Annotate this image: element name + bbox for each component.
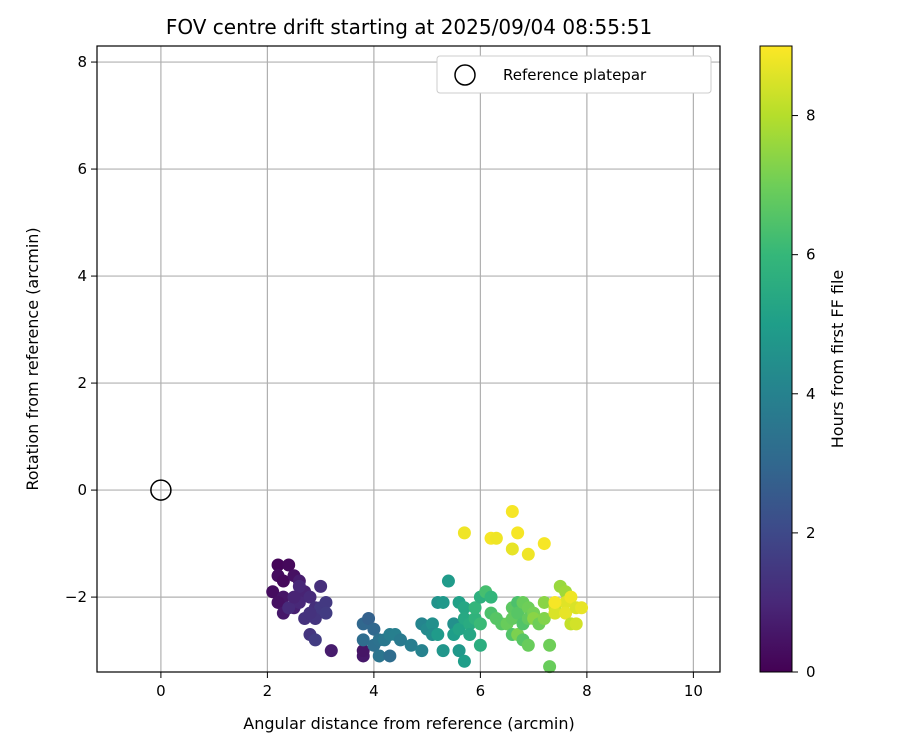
data-point (308, 633, 322, 647)
data-point (276, 574, 290, 588)
scatter-points (266, 504, 589, 674)
legend-entry-reference-platepar: Reference platepar (503, 66, 647, 84)
y-tick-label: 2 (77, 374, 87, 392)
data-point (436, 644, 450, 658)
x-tick-label: 10 (684, 682, 703, 700)
reference-platepar-marker (150, 479, 172, 501)
data-point (271, 595, 285, 609)
data-point (537, 595, 551, 609)
data-point (356, 644, 370, 658)
colorbar-ticks: 0 2 4 6 8 (792, 107, 816, 681)
y-tick-label: 6 (77, 160, 87, 178)
data-point (436, 595, 450, 609)
data-point (463, 628, 477, 642)
data-point (282, 601, 296, 615)
legend-box (436, 55, 712, 94)
data-point (303, 590, 317, 604)
data-point (441, 574, 455, 588)
data-point (537, 611, 551, 625)
colorbar-tick-label: 8 (806, 107, 816, 125)
colorbar-label: Hours from first FF file (828, 270, 847, 449)
data-point (303, 606, 317, 620)
data-point (271, 558, 285, 572)
data-point (484, 590, 498, 604)
data-point (415, 644, 429, 658)
legend: Reference platepar (436, 55, 712, 94)
data-point (319, 606, 333, 620)
data-point (356, 633, 370, 647)
x-axis-label: Angular distance from reference (arcmin) (243, 714, 574, 733)
data-point (324, 644, 338, 658)
y-axis-label: Rotation from reference (arcmin) (23, 227, 42, 490)
grid-lines (97, 46, 720, 672)
x-tick-label: 6 (476, 682, 486, 700)
data-point (457, 526, 471, 540)
data-point (468, 601, 482, 615)
data-point (559, 606, 573, 620)
plot-area: 0 2 4 6 8 10 −2 0 2 4 6 8 (65, 45, 721, 700)
chart-title: FOV centre drift starting at 2025/09/04 … (166, 15, 652, 39)
data-point (511, 526, 525, 540)
data-point (521, 638, 535, 652)
y-tick-label: 0 (77, 481, 87, 499)
data-point (362, 611, 376, 625)
x-tick-label: 8 (582, 682, 592, 700)
data-point (372, 649, 386, 663)
plot-frame (96, 45, 721, 673)
x-tick-label: 0 (156, 682, 166, 700)
data-point (383, 649, 397, 663)
data-point (452, 622, 466, 636)
data-point (266, 585, 280, 599)
data-point (521, 547, 535, 561)
data-point (569, 617, 583, 631)
data-point (457, 601, 471, 615)
data-point (292, 579, 306, 593)
data-point (394, 633, 408, 647)
data-point (548, 606, 562, 620)
data-point (473, 617, 487, 631)
data-point (452, 644, 466, 658)
x-axis-ticks: 0 2 4 6 8 10 (156, 672, 703, 700)
data-point (543, 638, 557, 652)
y-tick-label: 4 (77, 267, 87, 285)
data-point (543, 660, 557, 674)
x-tick-label: 2 (263, 682, 273, 700)
legend-marker-icon (454, 64, 476, 86)
data-point (319, 595, 333, 609)
data-point (431, 628, 445, 642)
x-tick-label: 4 (369, 682, 379, 700)
data-point (314, 579, 328, 593)
y-tick-label: 8 (77, 53, 87, 71)
y-axis-ticks: −2 0 2 4 6 8 (65, 53, 97, 606)
data-point (511, 606, 525, 620)
colorbar-tick-label: 6 (806, 246, 816, 264)
colorbar: 0 2 4 6 8 Hours from first FF file (759, 45, 847, 681)
data-point (575, 601, 589, 615)
data-point (537, 537, 551, 551)
colorbar-tick-label: 0 (806, 663, 816, 681)
y-tick-label: −2 (65, 588, 87, 606)
data-point (425, 617, 439, 631)
data-point (282, 558, 296, 572)
colorbar-tick-label: 2 (806, 524, 816, 542)
data-point (489, 531, 503, 545)
data-point (548, 595, 562, 609)
colorbar-gradient (759, 45, 793, 673)
data-point (473, 638, 487, 652)
data-point (287, 590, 301, 604)
data-point (404, 638, 418, 652)
data-point (457, 654, 471, 668)
colorbar-tick-label: 4 (806, 385, 816, 403)
data-point (367, 622, 381, 636)
data-point (505, 542, 519, 556)
data-point (505, 504, 519, 518)
data-point (564, 590, 578, 604)
